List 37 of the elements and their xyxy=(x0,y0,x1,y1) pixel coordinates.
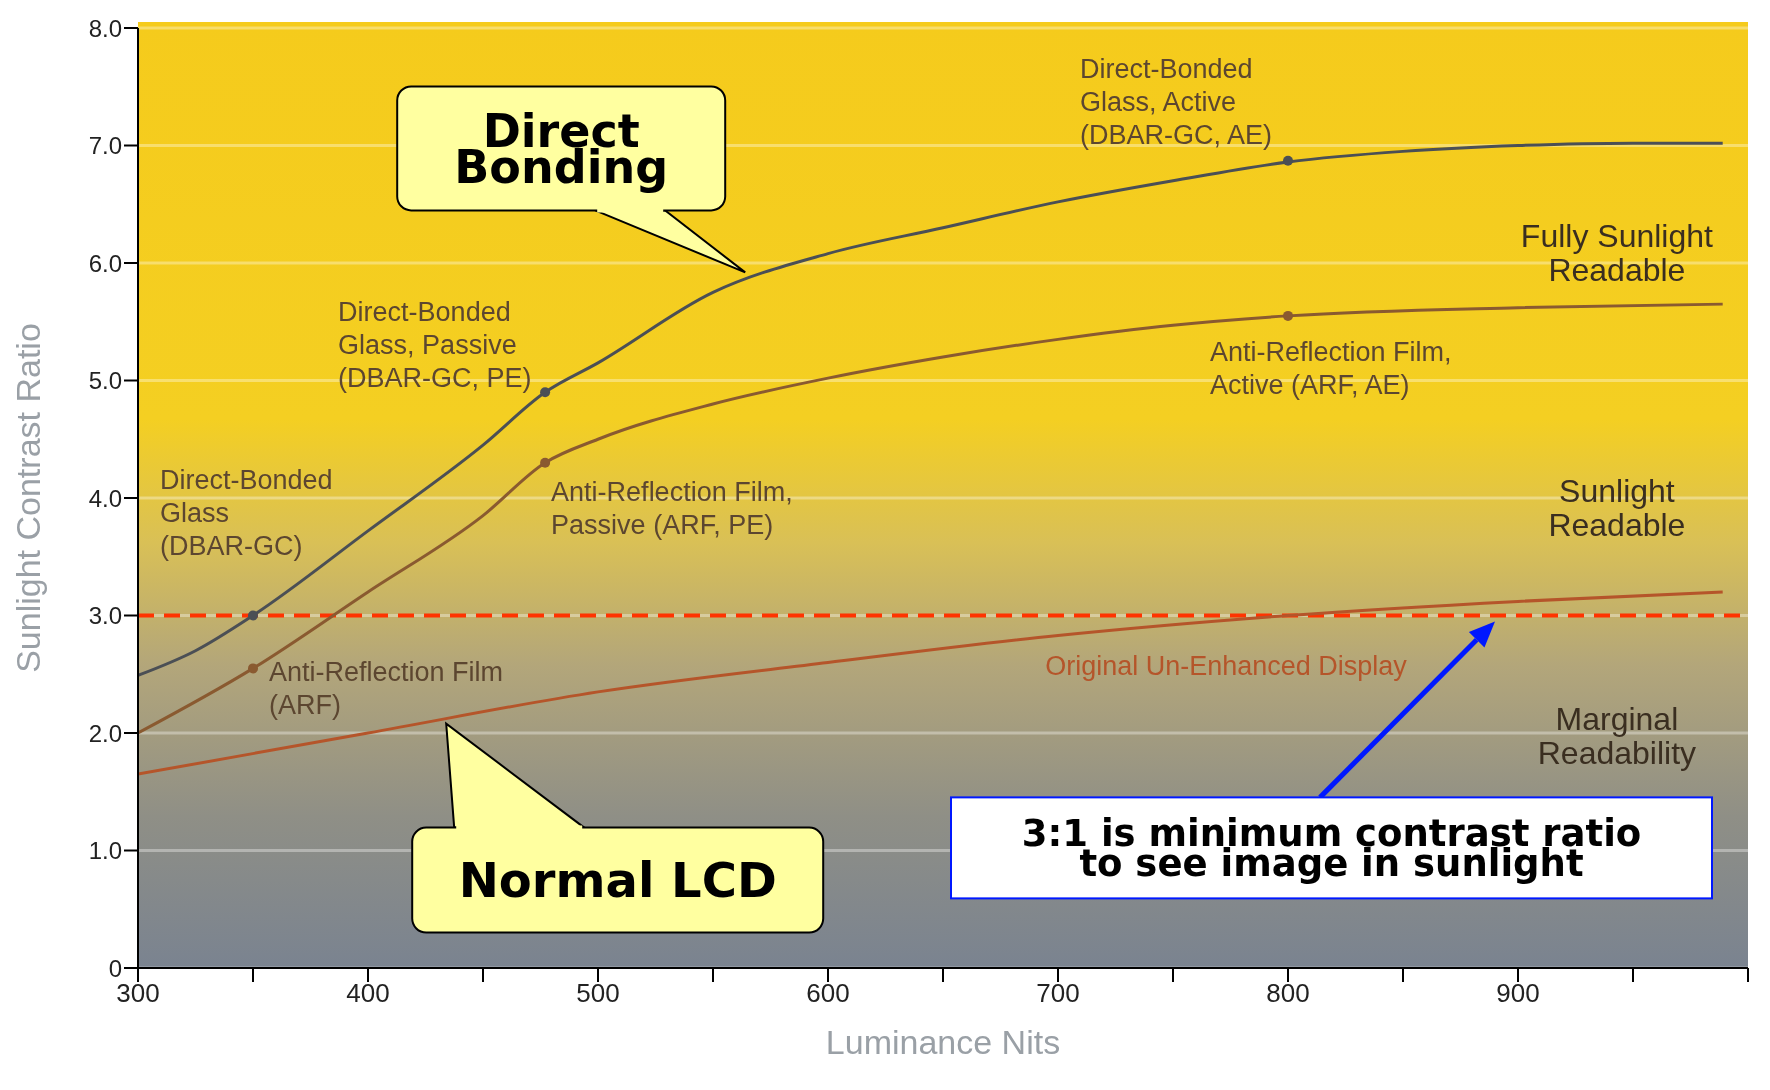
x-axis-title: Luminance Nits xyxy=(825,1023,1061,1061)
point xyxy=(248,610,258,621)
annotation: 3:1 is minimum contrast ratio to see image in sunlight xyxy=(1021,812,1642,885)
x-tick-label: 800 xyxy=(1266,978,1310,1009)
series-label: Original Un-Enhanced Display xyxy=(1045,651,1408,682)
line-series xyxy=(138,590,1725,776)
y-tick-label: 8.0 xyxy=(88,14,122,42)
y-tick-label: 7.0 xyxy=(88,132,122,160)
x-tick-label: 700 xyxy=(1036,978,1080,1009)
x-tick-label: 900 xyxy=(1496,978,1540,1009)
annotation: Sunlight Readable xyxy=(1548,473,1686,544)
y-tick-label: 3.0 xyxy=(88,602,122,630)
point xyxy=(540,387,551,398)
annotation: Direct-Bonded Glass, Passive (DBAR-GC, PE) xyxy=(338,297,532,394)
y-tick-label: 2.0 xyxy=(88,719,122,747)
y-tick-label: 6.0 xyxy=(88,249,122,277)
annotation: Direct Bonding xyxy=(454,103,669,195)
point xyxy=(1283,155,1293,166)
y-tick-label: 4.0 xyxy=(88,484,122,512)
annotation: Normal LCD xyxy=(458,852,777,909)
x-tick-label: 600 xyxy=(806,978,850,1009)
annotation: Anti-Reflection Film, Passive (ARF, PE) xyxy=(551,476,793,540)
x-tick-label: 400 xyxy=(346,978,390,1009)
point xyxy=(248,663,258,674)
y-tick-label: 5.0 xyxy=(88,367,122,395)
annotation: Direct-Bonded Glass (DBAR-GC) xyxy=(160,464,333,561)
y-axis-title: Sunlight Contrast Ratio xyxy=(9,323,48,673)
annotation: Marginal Readability xyxy=(1537,701,1697,772)
x-tick-label: 500 xyxy=(576,978,620,1009)
annotation: Anti-Reflection Film, Active (ARF, AE) xyxy=(1210,336,1452,400)
annotation: Direct-Bonded Glass, Active (DBAR-GC, AE) xyxy=(1080,53,1273,150)
annotation: Fully Sunlight Readable xyxy=(1520,218,1714,289)
line-series xyxy=(138,302,1725,735)
point xyxy=(540,457,551,468)
point xyxy=(1283,310,1293,321)
y-tick-label: 1.0 xyxy=(88,837,122,865)
annotation: Anti-Reflection Film (ARF) xyxy=(269,657,504,721)
